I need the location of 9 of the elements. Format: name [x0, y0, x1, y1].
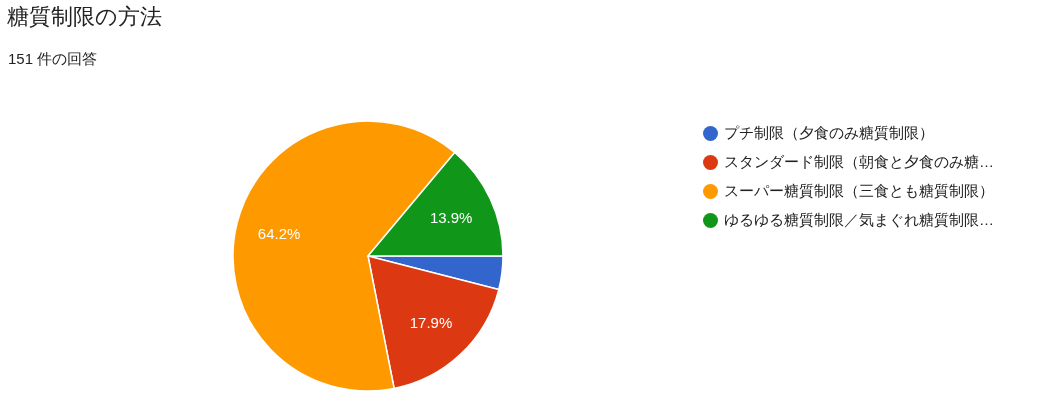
data-label: 13.9% — [429, 208, 473, 226]
text: 151 件の回答 — [8, 49, 98, 69]
legend-label: スーパー糖質制限（三食とも糖質制限） — [724, 182, 994, 200]
legend-label: プチ制限（夕食のみ糖質制限） — [724, 124, 934, 142]
legend-label: ゆるゆる糖質制限／気まぐれ糖質制限… — [724, 211, 994, 229]
data-label: 17.9% — [409, 314, 453, 332]
data-label: 64.2% — [257, 224, 301, 242]
legend-label: スタンダード制限（朝食と夕食のみ糖… — [724, 153, 994, 171]
chart-title: 糖質制限の方法 — [7, 3, 162, 31]
